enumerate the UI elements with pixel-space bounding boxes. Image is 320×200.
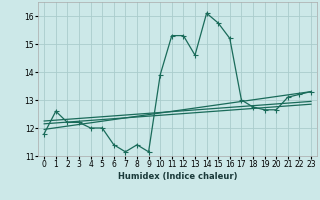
X-axis label: Humidex (Indice chaleur): Humidex (Indice chaleur) [118, 172, 237, 181]
